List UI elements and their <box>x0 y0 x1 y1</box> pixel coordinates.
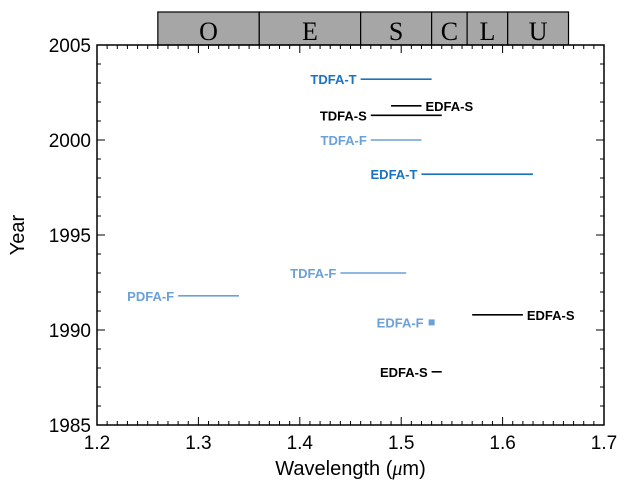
band-label: U <box>529 17 548 46</box>
series-marker <box>428 319 435 326</box>
band-label: C <box>441 17 458 46</box>
y-tick-label: 1985 <box>49 416 91 437</box>
band-label: O <box>199 17 218 46</box>
x-tick-label: 1.4 <box>287 433 314 454</box>
band-o: O <box>157 11 260 46</box>
x-tick-label: 1.3 <box>185 433 211 454</box>
series-edfa-s: EDFA-S <box>391 99 473 114</box>
series-label: EDFA-S <box>425 99 473 114</box>
x-axis-label: Wavelength (μm) <box>275 458 425 480</box>
series-label: EDFA-S <box>527 308 575 323</box>
series-tdfa-t: TDFA-T <box>310 72 432 87</box>
series-edfa-t: EDFA-T <box>371 167 534 182</box>
y-tick-label: 1990 <box>49 321 91 342</box>
y-tick-label: 1995 <box>49 226 91 247</box>
band-l: L <box>466 11 509 46</box>
band-c: C <box>431 11 468 46</box>
band-label: S <box>389 17 403 46</box>
band-label: L <box>479 17 495 46</box>
x-tick-label: 1.2 <box>84 433 110 454</box>
series-tdfa-s: TDFA-S <box>320 108 442 123</box>
series-pdfa-f: PDFA-F <box>127 289 239 304</box>
axis-ticks <box>96 44 605 426</box>
band-label: E <box>302 17 318 46</box>
series-label: PDFA-F <box>127 289 174 304</box>
amplifier-series: TDFA-T EDFA-S TDFA-S TDFA-F EDFA-T TDFA-F PDFA… <box>127 72 575 380</box>
series-label: EDFA-F <box>377 315 424 330</box>
series-edfa-f: EDFA-F <box>377 315 435 330</box>
series-label: TDFA-F <box>321 133 367 148</box>
x-axis-label-mu: μ <box>391 458 402 480</box>
series-label: EDFA-T <box>371 167 418 182</box>
series-edfa-s: EDFA-S <box>380 365 442 380</box>
series-label: EDFA-S <box>380 365 428 380</box>
plot-frame <box>96 44 605 426</box>
series-tdfa-f: TDFA-F <box>321 133 422 148</box>
x-tick-label: 1.6 <box>489 433 515 454</box>
y-tick-label: 2005 <box>49 36 91 57</box>
band-box <box>157 11 260 46</box>
x-axis-label-prefix: Wavelength ( <box>275 458 392 480</box>
y-tick-label: 2000 <box>49 131 91 152</box>
series-label: TDFA-S <box>320 108 367 123</box>
series-edfa-s: EDFA-S <box>472 308 575 323</box>
x-tick-label: 1.7 <box>591 433 617 454</box>
band-box <box>258 11 362 46</box>
band-box <box>507 11 570 46</box>
y-tick-labels: 1985 1990 1995 2000 2005 <box>49 36 91 437</box>
series-label: TDFA-F <box>290 266 336 281</box>
x-axis-label-suffix: m) <box>402 458 425 480</box>
band-s: S <box>360 11 433 46</box>
band-u: U <box>507 11 570 46</box>
x-tick-labels: 1.2 1.3 1.4 1.5 1.6 1.7 <box>84 433 617 454</box>
series-label: TDFA-T <box>310 72 356 87</box>
band-e: E <box>258 11 362 46</box>
series-tdfa-f: TDFA-F <box>290 266 407 281</box>
y-axis-label: Year <box>7 214 29 255</box>
x-tick-label: 1.5 <box>388 433 414 454</box>
